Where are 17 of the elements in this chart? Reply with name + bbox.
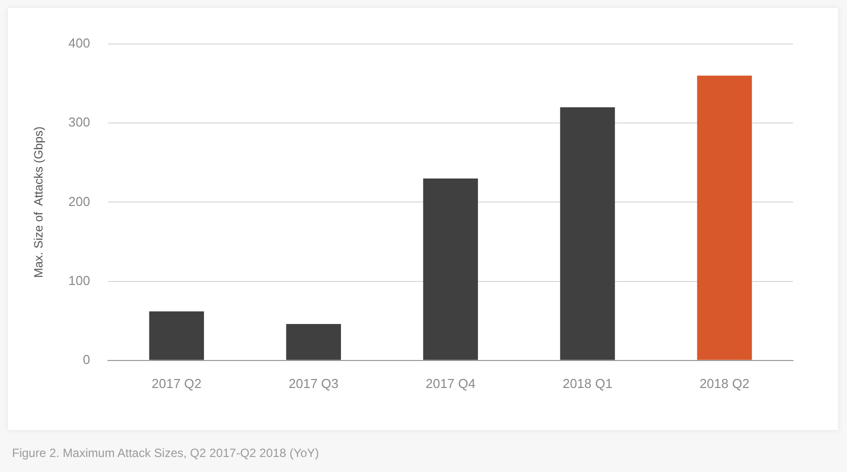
x-tick-label: 2017 Q3 [288,376,338,391]
y-axis-title: Max. Size of Attacks (Gbps) [32,126,46,278]
x-tick-label: 2018 Q2 [700,376,750,391]
bar [423,178,478,360]
bar [149,311,204,360]
x-tick-label: 2018 Q1 [562,376,612,391]
bar [560,107,615,360]
y-tick-label: 100 [68,272,90,288]
x-tick-label: 2017 Q4 [426,376,476,391]
y-tick-label: 300 [68,114,90,130]
y-tick-label: 200 [68,194,90,209]
caption: Figure 2. Maximum Attack Sizes, Q2 2017-Q2 2018 (YoY) [12,446,320,460]
x-tick-label: 2017 Q2 [152,376,202,391]
bar [286,324,341,360]
y-tick-label: 400 [68,36,90,51]
y-tick-label: 0 [82,352,90,367]
bar [697,76,752,360]
